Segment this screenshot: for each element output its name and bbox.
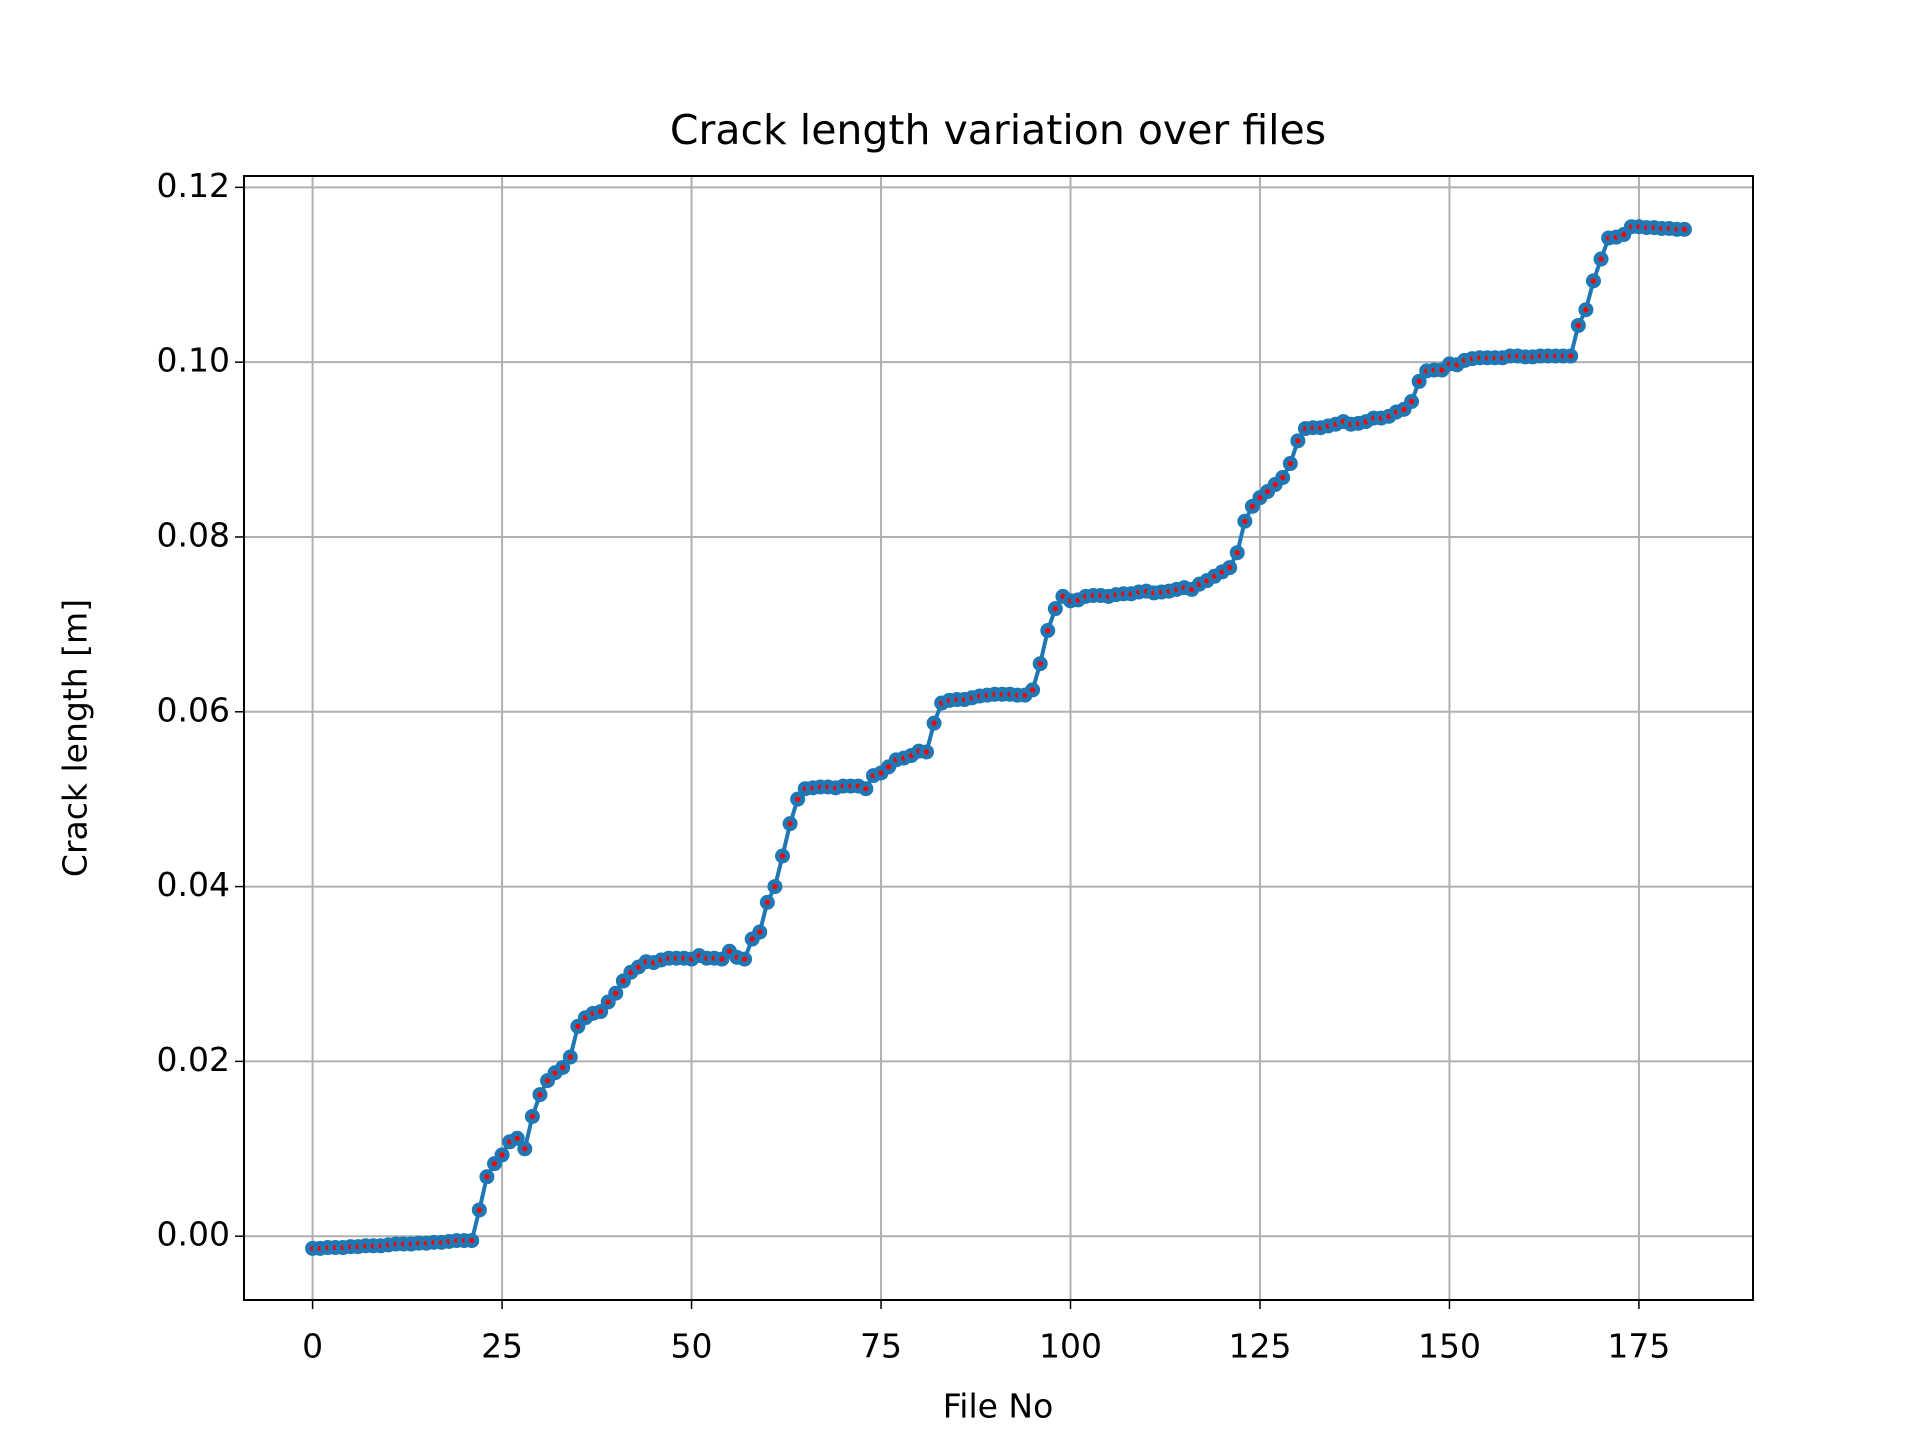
data-point-center	[1575, 322, 1581, 329]
y-tick-label: 0.12	[157, 166, 230, 205]
data-point-center	[514, 1135, 520, 1141]
data-point-center	[1416, 378, 1422, 384]
data-point-center	[484, 1174, 490, 1180]
data-point-center	[1045, 627, 1051, 634]
data-point-center	[863, 786, 869, 792]
data-point-center	[499, 1152, 505, 1158]
x-tick-label: 75	[860, 1327, 902, 1366]
data-point-center	[605, 999, 611, 1005]
data-point-center	[560, 1064, 566, 1071]
data-point-center	[1598, 256, 1604, 262]
data-point-center	[575, 1023, 581, 1030]
data-point-center	[1583, 307, 1589, 313]
plot-frame	[243, 175, 1754, 1301]
data-point-center	[491, 1161, 498, 1167]
data-point-center	[886, 764, 892, 770]
data-line	[312, 224, 1685, 1251]
data-point-center	[931, 720, 937, 726]
data-point-center	[795, 796, 801, 802]
data-point-center	[1287, 460, 1293, 467]
x-tick-label: 125	[1228, 1327, 1291, 1366]
data-point-center	[1401, 406, 1407, 412]
data-point-center	[522, 1146, 528, 1152]
data-point-center	[719, 956, 725, 962]
data-point-center	[1052, 606, 1058, 612]
y-tick-label: 0.04	[157, 865, 230, 904]
data-point-center	[613, 990, 619, 996]
y-tick-label: 0.00	[157, 1215, 230, 1254]
data-point-center	[757, 929, 763, 935]
data-point-center	[567, 1054, 573, 1060]
x-tick-label: 100	[1039, 1327, 1102, 1366]
data-point-center	[726, 948, 733, 954]
x-tick-label: 150	[1418, 1327, 1481, 1366]
chart-title: Crack length variation over files	[670, 106, 1326, 154]
data-point-center	[529, 1113, 535, 1120]
data-point-center	[537, 1092, 543, 1098]
data-point-center	[1568, 353, 1574, 359]
y-axis-label: Crack length [m]	[56, 599, 95, 877]
data-point-center	[1439, 367, 1445, 373]
data-point-center	[787, 821, 793, 827]
x-tick-label: 25	[481, 1327, 523, 1366]
y-tick-label: 0.08	[157, 515, 230, 554]
data-point-center	[779, 853, 786, 859]
data-point-center	[1227, 564, 1233, 571]
x-tick-label: 175	[1607, 1327, 1670, 1366]
data-point-center	[749, 936, 755, 942]
data-point-center	[1272, 481, 1278, 488]
data-point-center	[1264, 488, 1271, 495]
data-point-center	[1681, 226, 1688, 232]
x-tick-label: 0	[302, 1327, 323, 1366]
data-point-center	[878, 770, 884, 776]
y-tick-label: 0.06	[157, 690, 230, 729]
data-point-center	[1234, 550, 1240, 556]
data-point-center	[597, 1008, 604, 1015]
data-point-center	[923, 749, 930, 755]
data-point-center	[544, 1078, 551, 1084]
data-point-center	[620, 978, 626, 984]
data-point-center	[1030, 687, 1036, 693]
data-point-center	[1242, 518, 1248, 524]
data-point-center	[1249, 503, 1255, 509]
data-point-center	[772, 883, 778, 890]
y-tick-label: 0.02	[157, 1040, 230, 1079]
x-axis-label: File No	[943, 1387, 1054, 1426]
data-point-center	[1408, 398, 1415, 405]
data-point-center	[469, 1237, 475, 1244]
data-point-center	[1257, 495, 1263, 501]
data-point-center	[1037, 661, 1043, 667]
x-tick-label: 50	[671, 1327, 713, 1366]
data-point-center	[764, 899, 770, 905]
y-tick-label: 0.10	[157, 341, 230, 380]
data-point-center	[1621, 231, 1627, 238]
data-point-center	[1295, 438, 1301, 444]
data-point-center	[1590, 278, 1597, 284]
data-point-center	[476, 1207, 482, 1213]
data-point-center	[1280, 474, 1286, 481]
data-point-center	[742, 956, 748, 962]
